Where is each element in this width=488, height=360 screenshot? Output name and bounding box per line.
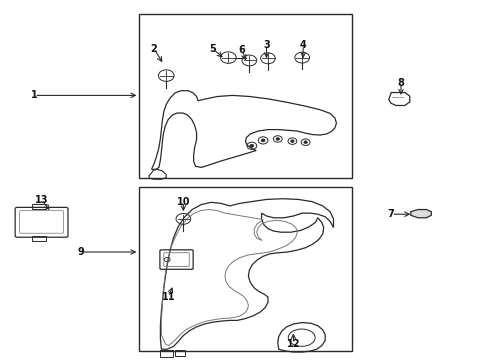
Text: 13: 13: [35, 195, 48, 205]
Text: 5: 5: [209, 44, 216, 54]
Polygon shape: [410, 210, 430, 218]
Text: 7: 7: [387, 209, 394, 219]
Bar: [175, 350, 184, 356]
Circle shape: [261, 139, 264, 142]
Bar: [32, 204, 46, 209]
Circle shape: [303, 141, 307, 144]
Bar: [160, 350, 172, 357]
Text: 8: 8: [397, 78, 404, 88]
Text: 6: 6: [238, 45, 245, 55]
Text: 10: 10: [176, 197, 190, 207]
Bar: [32, 236, 46, 241]
Bar: [139, 187, 351, 351]
Text: 4: 4: [299, 40, 306, 50]
Text: 1: 1: [31, 90, 38, 100]
Text: 12: 12: [286, 339, 300, 349]
Text: 11: 11: [162, 292, 175, 302]
Text: 2: 2: [150, 44, 157, 54]
Circle shape: [275, 138, 279, 140]
Bar: [139, 14, 351, 178]
Circle shape: [249, 144, 253, 147]
Text: 3: 3: [263, 40, 269, 50]
Text: 9: 9: [77, 247, 84, 257]
Circle shape: [290, 140, 294, 143]
